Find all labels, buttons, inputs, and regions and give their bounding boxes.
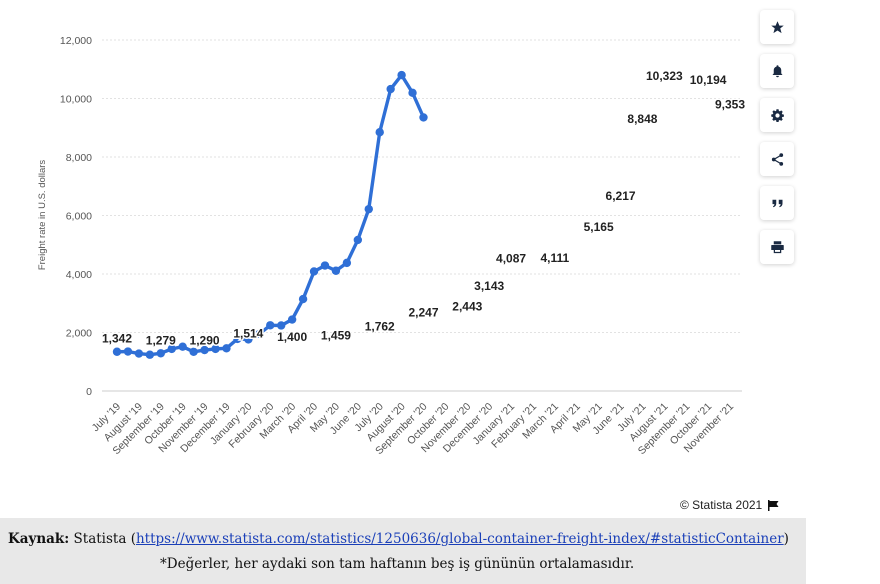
data-point (222, 344, 231, 353)
caption-box: Kaynak: Statista (https://www.statista.c… (0, 518, 806, 584)
data-label: 10,194 (690, 73, 727, 87)
series-line (115, 73, 426, 357)
data-point (331, 266, 341, 275)
source-name: Statista ( (73, 531, 136, 547)
data-point (178, 342, 187, 351)
data-point (364, 204, 373, 214)
source-link[interactable]: https://www.statista.com/statistics/1250… (135, 531, 784, 547)
line-chart: 0 2,000 4,000 6,000 8,000 10,000 12,000 Freight… (37, 35, 747, 457)
star-icon (770, 20, 784, 33)
data-label: 1,762 (365, 319, 395, 333)
data-label: 3,143 (474, 279, 504, 293)
data-point (375, 127, 384, 137)
data-point (353, 235, 363, 245)
y-tick-label: 8,000 (66, 152, 92, 164)
data-label: 1,514 (233, 327, 263, 341)
gear-icon (770, 108, 784, 122)
chart-toolbar (760, 10, 796, 274)
favorite-button[interactable] (760, 10, 794, 44)
data-point (320, 261, 330, 270)
y-tick-label: 12,000 (60, 35, 92, 47)
data-point (287, 315, 297, 324)
data-label: 5,165 (584, 220, 614, 234)
data-point (266, 321, 275, 330)
quote-icon (772, 199, 782, 207)
data-point (244, 335, 253, 344)
data-label: 1,290 (190, 333, 220, 347)
source-close: ) (783, 531, 789, 547)
data-point (298, 294, 308, 304)
y-tick-label: 6,000 (66, 211, 92, 223)
notification-button[interactable] (760, 54, 794, 88)
data-label: 1,400 (277, 330, 307, 344)
flag-icon (768, 499, 779, 511)
print-button[interactable] (760, 230, 794, 264)
data-point (156, 349, 165, 358)
data-label: 10,323 (646, 69, 683, 83)
data-point (200, 345, 209, 355)
data-point (112, 347, 122, 356)
source-label: Kaynak: (8, 531, 70, 547)
bell-icon (772, 64, 782, 77)
data-point (189, 347, 198, 357)
footnote: *Değerler, her aydaki son tam haftanın b… (160, 556, 635, 572)
y-tick-label: 10,000 (60, 94, 92, 106)
data-label: 6,217 (606, 189, 636, 203)
settings-button[interactable] (760, 98, 794, 132)
data-point (276, 321, 286, 330)
data-point (167, 344, 176, 354)
data-label: 4,087 (496, 251, 526, 265)
data-point (134, 349, 144, 358)
data-point (397, 70, 406, 80)
data-point (211, 344, 220, 354)
data-point (386, 84, 395, 94)
source-line: Kaynak: Statista (https://www.statista.c… (8, 531, 808, 547)
data-label: 1,279 (146, 334, 176, 348)
data-label: 1,342 (102, 332, 132, 346)
data-label: 1,459 (321, 328, 351, 342)
credit-text: © Statista 2021 (680, 498, 763, 512)
data-point (419, 113, 428, 122)
data-point (123, 347, 133, 356)
share-icon (771, 152, 783, 166)
y-tick-label: 4,000 (66, 269, 92, 281)
cite-button[interactable] (760, 186, 794, 220)
y-axis-label: Freight rate in U.S. dollars (37, 160, 48, 271)
data-label: 2,443 (452, 300, 482, 314)
share-button[interactable] (760, 142, 794, 176)
printer-icon (770, 240, 784, 253)
y-tick-label: 2,000 (66, 328, 92, 340)
data-point (255, 329, 264, 339)
data-label: 4,111 (540, 251, 569, 265)
data-point (309, 267, 319, 276)
data-point (145, 350, 155, 359)
data-label: 8,848 (627, 112, 657, 126)
y-tick-label: 0 (86, 386, 92, 398)
data-label: 9,353 (715, 97, 745, 111)
data-point (342, 258, 352, 268)
data-point (233, 334, 242, 344)
data-label: 2,247 (408, 305, 438, 319)
chart-area: 0 2,000 4,000 6,000 8,000 10,000 12,000 Freight… (37, 10, 796, 512)
data-point (408, 88, 417, 98)
statista-credit[interactable]: © Statista 2021 (680, 498, 779, 512)
